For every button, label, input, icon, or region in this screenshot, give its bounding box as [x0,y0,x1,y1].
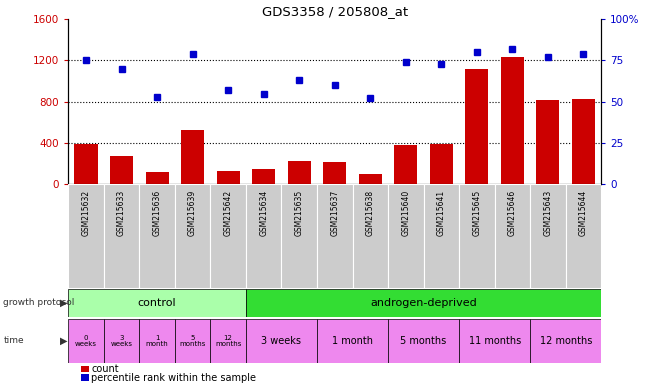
Bar [388,184,424,288]
Bar [359,174,382,184]
Text: 12
months: 12 months [215,334,241,347]
Bar [572,99,595,184]
Text: percentile rank within the sample: percentile rank within the sample [91,373,256,383]
Bar [352,184,388,288]
Text: GSM215633: GSM215633 [117,190,126,236]
Text: 5
months: 5 months [179,334,206,347]
Bar [146,172,168,184]
Text: 5 months: 5 months [400,336,447,346]
Text: GSM215635: GSM215635 [294,190,304,236]
Bar [424,184,459,288]
Bar [536,100,560,184]
Bar [216,171,240,184]
Text: 0
weeks: 0 weeks [75,334,97,347]
Bar [68,184,104,288]
Bar [68,319,104,363]
Bar [104,184,139,288]
Text: count: count [91,364,119,374]
Bar [430,144,453,184]
Bar [246,289,601,317]
Text: ▶: ▶ [60,336,68,346]
Bar [252,169,275,184]
Bar [175,184,211,288]
Bar [566,184,601,288]
Bar [317,184,352,288]
Bar [139,319,175,363]
Bar [323,162,346,184]
Text: GSM215638: GSM215638 [366,190,375,236]
Text: GSM215632: GSM215632 [81,190,90,236]
Text: 3
weeks: 3 weeks [111,334,133,347]
Text: 1
month: 1 month [146,334,168,347]
Bar [211,184,246,288]
Text: 12 months: 12 months [540,336,592,346]
Bar [495,184,530,288]
Text: GSM215644: GSM215644 [579,190,588,236]
Bar [388,319,459,363]
Text: GSM215636: GSM215636 [153,190,162,236]
Bar [459,184,495,288]
Bar [68,289,246,317]
Text: ▶: ▶ [60,298,68,308]
Text: GSM215646: GSM215646 [508,190,517,236]
Text: GSM215643: GSM215643 [543,190,552,236]
Text: GSM215637: GSM215637 [330,190,339,236]
Bar [395,145,417,184]
Text: control: control [138,298,176,308]
Bar [246,319,317,363]
Bar [104,319,139,363]
Bar [530,184,566,288]
Bar [281,184,317,288]
Bar [110,156,133,184]
Text: GSM215639: GSM215639 [188,190,197,236]
Text: 3 weeks: 3 weeks [261,336,302,346]
Bar [317,319,388,363]
Text: androgen-deprived: androgen-deprived [370,298,477,308]
Bar [530,319,601,363]
Bar [139,184,175,288]
Bar [75,144,98,184]
Text: 1 month: 1 month [332,336,373,346]
Text: growth protocol: growth protocol [3,298,75,308]
Text: GSM215641: GSM215641 [437,190,446,236]
Title: GDS3358 / 205808_at: GDS3358 / 205808_at [262,5,408,18]
Bar [465,69,488,184]
Text: GSM215642: GSM215642 [224,190,233,236]
Text: GSM215645: GSM215645 [473,190,482,236]
Text: GSM215640: GSM215640 [401,190,410,236]
Bar [181,130,204,184]
Bar [459,319,530,363]
Text: GSM215634: GSM215634 [259,190,268,236]
Bar [211,319,246,363]
Bar [288,161,311,184]
Bar [501,57,524,184]
Text: 11 months: 11 months [469,336,521,346]
Bar [175,319,211,363]
Bar [246,184,281,288]
Text: time: time [3,336,24,345]
